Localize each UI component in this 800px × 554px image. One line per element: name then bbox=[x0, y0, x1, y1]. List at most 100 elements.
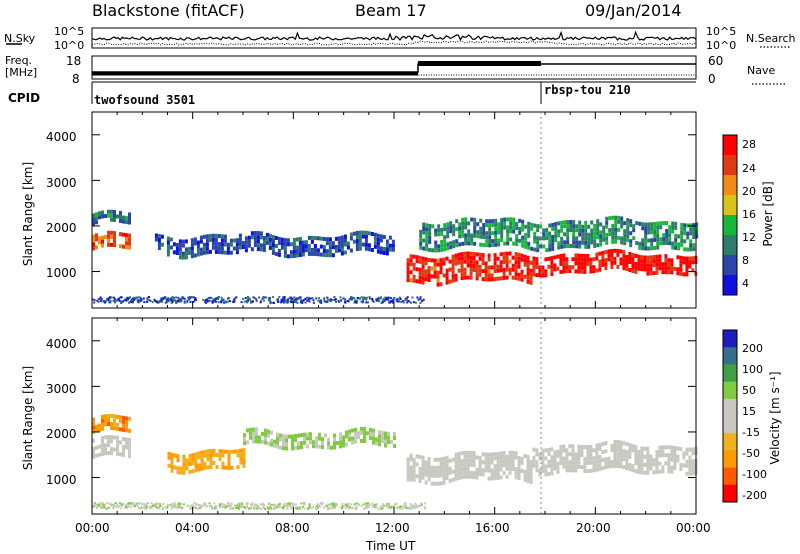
power-cell bbox=[527, 241, 531, 246]
power-cell bbox=[665, 233, 669, 237]
velocity-cell bbox=[490, 468, 494, 473]
power-scatter-cell bbox=[120, 300, 123, 303]
velocity-cell bbox=[188, 469, 192, 474]
velocity-scatter-cell bbox=[272, 504, 275, 506]
power-cell bbox=[680, 234, 684, 239]
power-cell bbox=[160, 242, 164, 247]
power-cell bbox=[181, 255, 185, 260]
power-cell bbox=[428, 231, 432, 236]
velocity-cell bbox=[239, 456, 243, 461]
velocity-cell bbox=[628, 463, 632, 468]
velocity-cell bbox=[640, 462, 644, 467]
xtick-1200: 12:00 bbox=[375, 521, 410, 535]
power-cell bbox=[578, 220, 582, 225]
power-scatter-cell bbox=[165, 298, 168, 301]
power-cell bbox=[512, 241, 516, 246]
power-cell bbox=[461, 225, 465, 230]
power-cell bbox=[548, 247, 552, 252]
power-cell bbox=[446, 222, 450, 227]
power-cell bbox=[184, 247, 188, 252]
power-cell bbox=[214, 249, 218, 254]
velocity-cell bbox=[327, 441, 330, 446]
velocity-cell bbox=[658, 453, 662, 458]
velocity-cell bbox=[556, 461, 560, 466]
power-cell bbox=[193, 237, 197, 242]
power-cell bbox=[568, 265, 572, 270]
power-cell bbox=[682, 260, 686, 265]
power-cell bbox=[205, 234, 209, 239]
power-cell bbox=[98, 240, 101, 245]
power-scatter-cell bbox=[120, 296, 123, 299]
power-cell bbox=[235, 242, 239, 247]
velocity-scatter-cell bbox=[134, 503, 137, 506]
power-cell bbox=[313, 248, 317, 252]
velocity-cell bbox=[191, 461, 195, 466]
power-cell bbox=[298, 249, 302, 253]
velocity-cell bbox=[613, 448, 617, 452]
power-cell bbox=[695, 234, 699, 239]
power-cell bbox=[439, 270, 443, 275]
power-cell bbox=[199, 247, 203, 252]
velocity-scatter-cell bbox=[327, 507, 330, 510]
velocity-cell bbox=[598, 462, 602, 467]
power-cell bbox=[421, 260, 425, 265]
nsearch-label: N.Search bbox=[746, 32, 796, 45]
power-cell bbox=[514, 264, 518, 269]
velocity-cell bbox=[508, 466, 512, 471]
velocity-cell bbox=[490, 452, 494, 457]
velocity-cell bbox=[227, 449, 231, 454]
colorbar-swatch bbox=[723, 235, 737, 256]
velocity-cell bbox=[454, 456, 458, 461]
power-cell bbox=[494, 218, 498, 223]
power-scatter-cell bbox=[156, 300, 159, 303]
velocity-cell bbox=[330, 445, 333, 450]
power-cell bbox=[451, 278, 455, 283]
velocity-cell bbox=[535, 460, 539, 465]
power-cell bbox=[422, 230, 426, 235]
power-cell bbox=[166, 236, 170, 241]
power-cell bbox=[542, 236, 546, 241]
velocity-cell bbox=[445, 471, 449, 476]
velocity-cell bbox=[673, 446, 677, 450]
velocity-scatter-cell bbox=[296, 507, 299, 510]
velocity-cell bbox=[236, 449, 240, 454]
velocity-cell bbox=[95, 453, 98, 458]
velocity-cell bbox=[622, 449, 626, 454]
velocity-scatter-cell bbox=[269, 504, 272, 507]
power-cell bbox=[649, 267, 653, 272]
power-cell bbox=[361, 234, 365, 239]
velocity-cell bbox=[598, 446, 602, 451]
power-cell bbox=[695, 222, 699, 227]
power-cell bbox=[566, 220, 570, 225]
power-scatter-cell bbox=[282, 296, 285, 299]
power-cell bbox=[512, 221, 516, 226]
velocity-cell bbox=[562, 456, 566, 461]
power-cell bbox=[550, 260, 554, 265]
power-cell bbox=[521, 239, 525, 244]
velocity-cell bbox=[670, 453, 674, 458]
power-cell bbox=[373, 236, 377, 241]
power-cell bbox=[484, 277, 488, 282]
power-ytick-1000: 1000 bbox=[46, 266, 77, 280]
velocity-cell bbox=[490, 476, 494, 481]
colorbar-swatch bbox=[723, 155, 737, 176]
power-cell bbox=[611, 223, 615, 228]
power-cell bbox=[629, 239, 633, 244]
velocity-cell bbox=[631, 468, 635, 473]
power-cell bbox=[125, 245, 128, 250]
power-scatter-cell bbox=[118, 299, 121, 302]
power-cell bbox=[443, 235, 447, 240]
velocity-scatter-cell bbox=[145, 507, 148, 510]
power-cell bbox=[494, 226, 498, 231]
power-scatter-cell bbox=[269, 296, 271, 299]
velocity-cell bbox=[481, 468, 485, 473]
power-cell bbox=[376, 233, 380, 238]
velocity-cell bbox=[631, 448, 635, 453]
power-cell bbox=[110, 234, 113, 239]
power-cell bbox=[500, 230, 504, 234]
power-cell bbox=[520, 269, 524, 274]
power-cell bbox=[649, 259, 653, 264]
velocity-cell bbox=[200, 458, 204, 463]
velocity-cell bbox=[457, 471, 461, 476]
velocity-scatter-cell bbox=[347, 502, 350, 505]
